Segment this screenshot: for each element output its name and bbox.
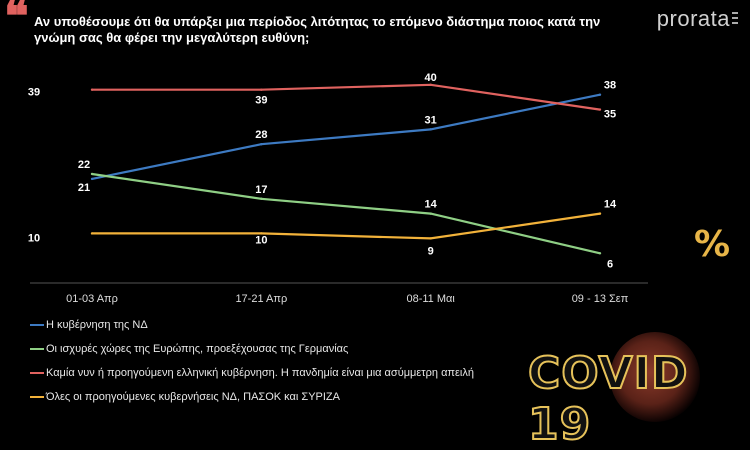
series-line	[91, 93, 601, 180]
legend-swatch	[30, 324, 44, 326]
data-point	[429, 237, 432, 240]
data-point	[429, 212, 432, 215]
chart-question: Αν υποθέσουμε ότι θα υπάρξει μια περίοδο…	[34, 14, 601, 45]
series-line	[92, 83, 601, 111]
x-tick-label: 01-03 Απρ	[66, 293, 118, 305]
data-label: 10	[255, 234, 267, 246]
data-point	[598, 252, 602, 255]
legend-label: Οι ισχυρές χώρες της Ευρώπης, προεξέχουσ…	[46, 343, 349, 355]
data-point	[260, 143, 263, 146]
data-label: 10	[28, 232, 40, 244]
legend-label: Καμία νυν ή προηγούμενη ελληνική κυβέρνη…	[46, 367, 474, 379]
quote-mark-icon: ❝	[4, 0, 29, 42]
data-point	[90, 88, 94, 91]
legend-swatch	[30, 348, 44, 350]
series-line	[92, 212, 601, 240]
data-label: 21	[78, 182, 90, 194]
data-point	[598, 93, 602, 96]
brand-logo: prorata	[656, 6, 730, 31]
brand-bars-icon	[732, 12, 738, 27]
data-point	[598, 108, 602, 111]
data-point	[429, 128, 432, 131]
data-point	[260, 197, 263, 200]
data-point	[260, 88, 263, 91]
data-label: 40	[425, 72, 437, 84]
data-label: 31	[425, 114, 437, 126]
data-point	[429, 83, 432, 86]
series-line	[91, 172, 601, 255]
percent-icon: %	[694, 224, 731, 265]
data-label: 38	[604, 80, 616, 92]
x-tick-label: 09 - 13 Σεπ	[572, 293, 629, 305]
legend-label: Όλες οι προηγούμενες κυβερνήσεις ΝΔ, ΠΑΣ…	[46, 391, 340, 403]
data-label: 35	[604, 109, 616, 121]
x-tick-label: 08-11 Μαι	[406, 293, 455, 305]
data-point	[598, 212, 602, 215]
data-label: 17	[255, 184, 267, 196]
data-point	[90, 172, 94, 176]
covid-badge: COVID 19	[527, 347, 689, 450]
data-label: 39	[255, 95, 267, 107]
line-chart: 01-03 Απρ 17-21 Απρ 08-11 Μαι 09 - 13 Σεπ 21…	[28, 72, 648, 305]
virus-icon	[610, 332, 700, 422]
data-label: 28	[255, 129, 267, 141]
legend-swatch	[30, 372, 44, 374]
data-label: 14	[604, 199, 617, 211]
data-label: 6	[607, 258, 613, 270]
data-label: 39	[28, 87, 40, 99]
data-point	[260, 232, 263, 235]
x-tick-label: 17-21 Απρ	[235, 293, 287, 305]
data-point	[90, 177, 94, 181]
data-label: 9	[428, 245, 434, 257]
data-point	[90, 232, 94, 235]
legend-swatch	[30, 396, 44, 398]
legend-label: Η κυβέρνηση της ΝΔ	[46, 319, 148, 331]
data-label: 22	[78, 159, 90, 171]
data-label: 14	[425, 199, 438, 211]
